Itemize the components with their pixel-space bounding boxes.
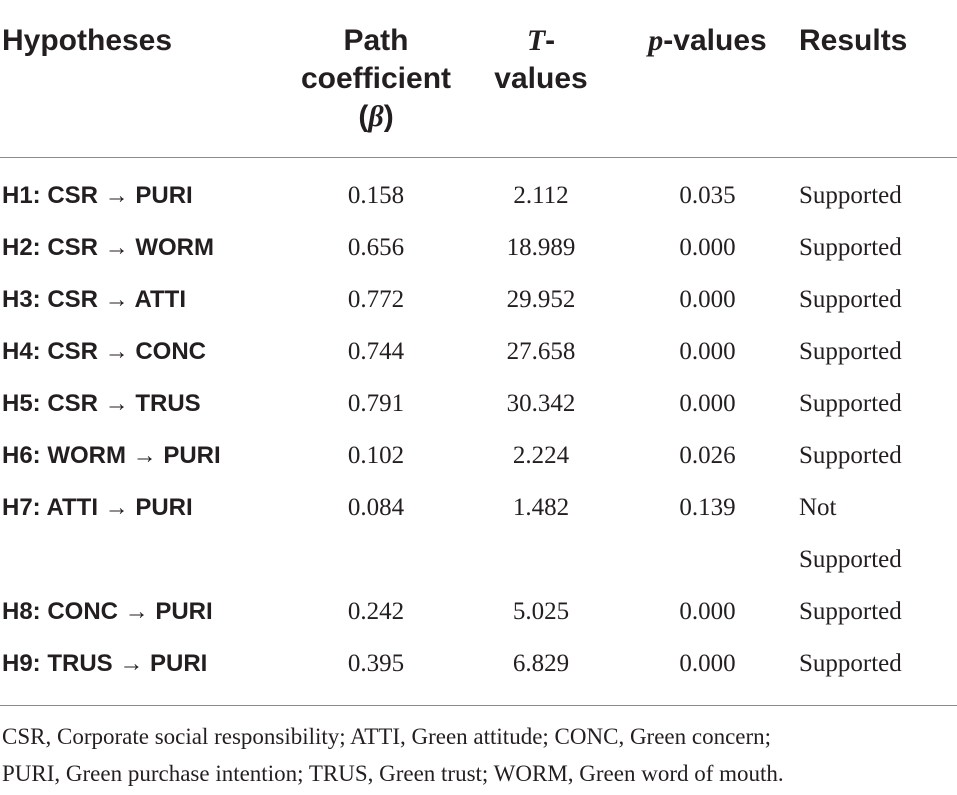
row-hypothesis: H2: CSR → WORM (2, 234, 214, 261)
header-path-open-paren: ( (358, 100, 369, 133)
row-path-coefficient: 0.158 (347, 182, 405, 209)
row-result: Supported (799, 182, 902, 209)
row-result: Supported (799, 598, 902, 625)
header-p-values: p-values (622, 0, 793, 158)
table-row: H8: CONC → PURI 0.242 5.025 0.000 Suppor… (0, 586, 957, 638)
table-row: H1: CSR → PURI 0.158 2.112 0.035 Support… (0, 158, 957, 223)
row-result-line2: Supported (799, 546, 902, 573)
header-t-values: T- values (460, 0, 622, 158)
footnote-line1: CSR, Corporate social responsibility; AT… (2, 724, 772, 749)
row-path-coefficient: 0.395 (347, 650, 405, 677)
table-row: H9: TRUS → PURI 0.395 6.829 0.000 Suppor… (0, 638, 957, 706)
hypotheses-table: Hypotheses Path coefficient (β) T- value… (0, 0, 957, 707)
row-path-coefficient: 0.102 (347, 442, 405, 469)
row-path-coefficient: 0.656 (347, 234, 405, 261)
table-footnote: CSR, Corporate social responsibility; AT… (2, 718, 952, 792)
row-result: Supported (799, 650, 902, 677)
table-header: Hypotheses Path coefficient (β) T- value… (0, 0, 957, 158)
row-hypothesis: H6: WORM → PURI (2, 442, 221, 469)
hypotheses-table-container: Hypotheses Path coefficient (β) T- value… (0, 0, 957, 707)
footnote-line2: PURI, Green purchase intention; TRUS, Gr… (2, 761, 784, 786)
row-p-value: 0.000 (679, 650, 736, 677)
row-hypothesis: H5: CSR → TRUS (2, 390, 201, 417)
table-row: H6: WORM → PURI 0.102 2.224 0.026 Suppor… (0, 430, 957, 482)
row-hypothesis: H4: CSR → CONC (2, 338, 207, 365)
row-result: Not Supported (793, 482, 957, 586)
row-t-value: 6.829 (512, 650, 570, 677)
header-path-coefficient: Path coefficient (β) (292, 0, 460, 158)
table-row: H5: CSR → TRUS 0.791 30.342 0.000 Suppor… (0, 378, 957, 430)
row-path-coefficient: 0.084 (347, 494, 405, 521)
row-hypothesis: H8: CONC → PURI (2, 598, 213, 625)
header-row: Hypotheses Path coefficient (β) T- value… (0, 0, 957, 158)
table-row: H3: CSR → ATTI 0.772 29.952 0.000 Suppor… (0, 274, 957, 326)
row-hypothesis: H9: TRUS → PURI (2, 650, 208, 677)
row-path-coefficient: 0.772 (347, 286, 405, 313)
header-t-dash: - (545, 24, 556, 57)
row-path-coefficient: 0.242 (347, 598, 405, 625)
row-path-coefficient: 0.791 (347, 390, 405, 417)
row-hypothesis: H3: CSR → ATTI (2, 286, 186, 313)
header-path-close-paren: ) (383, 100, 394, 133)
row-hypothesis: H7: ATTI → PURI (2, 494, 193, 521)
header-t-line2: values (494, 62, 588, 95)
row-path-coefficient: 0.744 (347, 338, 405, 365)
header-hypotheses: Hypotheses (0, 0, 292, 158)
row-p-value: 0.026 (679, 442, 736, 469)
row-p-value: 0.139 (679, 494, 736, 521)
header-path-line2: coefficient (300, 62, 452, 95)
row-t-value: 1.482 (512, 494, 570, 521)
table-row: H7: ATTI → PURI 0.084 1.482 0.139 Not Su… (0, 482, 957, 586)
row-t-value: 2.224 (512, 442, 570, 469)
row-p-value: 0.000 (679, 286, 736, 313)
table-body: H1: CSR → PURI 0.158 2.112 0.035 Support… (0, 158, 957, 707)
header-t-letter: T (526, 24, 546, 57)
row-result: Supported (799, 442, 902, 469)
header-results: Results (793, 0, 957, 158)
row-p-value: 0.035 (679, 182, 736, 209)
row-t-value: 2.112 (513, 182, 569, 209)
row-t-value: 29.952 (506, 286, 576, 313)
header-path-beta: β (368, 100, 384, 133)
row-t-value: 18.989 (506, 234, 576, 261)
footnote-divider (0, 705, 957, 706)
table-row: H2: CSR → WORM 0.656 18.989 0.000 Suppor… (0, 222, 957, 274)
row-t-value: 27.658 (506, 338, 576, 365)
header-path-line1: Path (343, 24, 409, 57)
row-p-value: 0.000 (679, 598, 736, 625)
row-p-value: 0.000 (679, 338, 736, 365)
row-result: Supported (799, 234, 902, 261)
row-p-value: 0.000 (679, 234, 736, 261)
table-row: H4: CSR → CONC 0.744 27.658 0.000 Suppor… (0, 326, 957, 378)
row-t-value: 30.342 (506, 390, 576, 417)
header-p-rest: -values (663, 24, 767, 57)
row-t-value: 5.025 (512, 598, 570, 625)
row-result-line1: Not (799, 494, 837, 521)
row-hypothesis: H1: CSR → PURI (2, 182, 193, 209)
row-result: Supported (799, 286, 902, 313)
row-result: Supported (799, 390, 902, 417)
row-p-value: 0.000 (679, 390, 736, 417)
row-result: Supported (799, 338, 902, 365)
header-p-letter: p (648, 24, 664, 57)
